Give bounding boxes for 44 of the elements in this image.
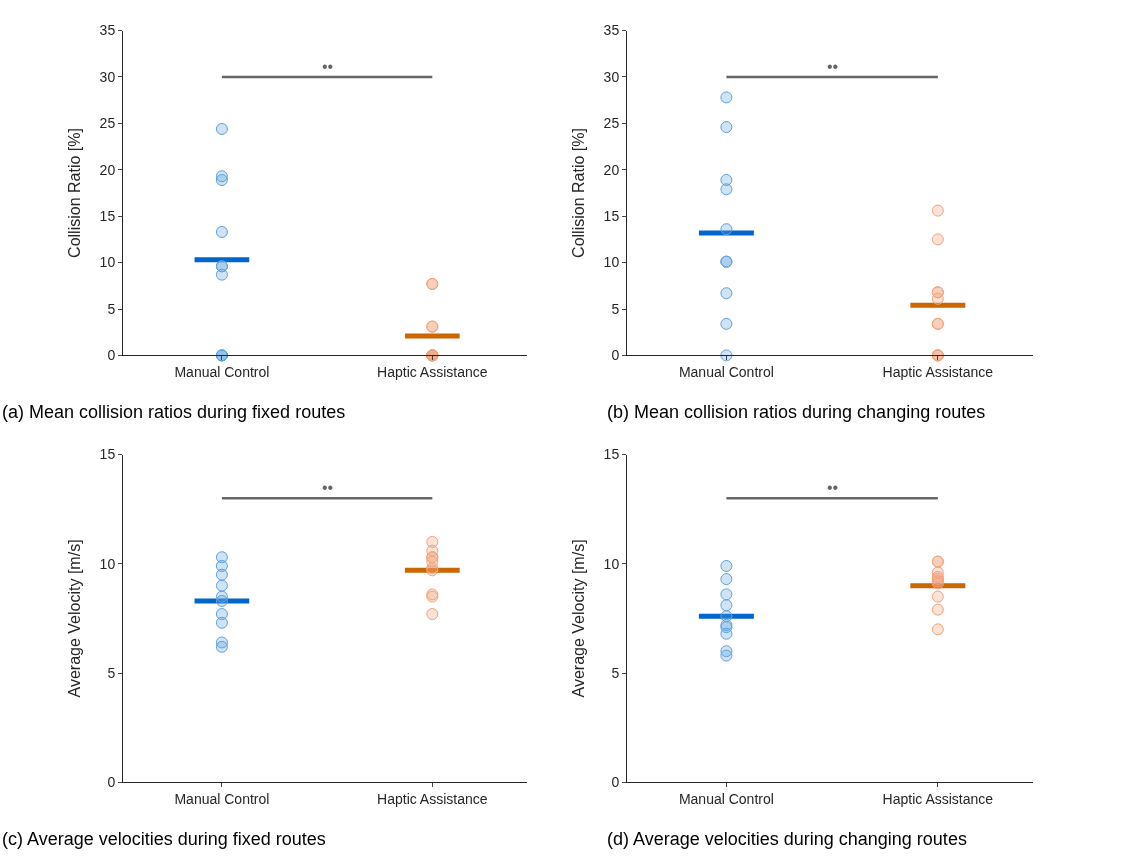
y-tick-label: 15 xyxy=(99,208,116,225)
y-tick-label: 0 xyxy=(107,774,116,791)
ref-line-label: •• xyxy=(322,479,334,496)
y-tick-label: 10 xyxy=(99,254,116,271)
x-tick-label: Haptic Assistance xyxy=(882,791,994,808)
text: (b) Mean collision ratios during changing routes xyxy=(607,402,986,422)
x-tick-label: Manual Control xyxy=(678,791,774,808)
y-tick-label: 20 xyxy=(603,161,620,178)
y-tick-label: 25 xyxy=(99,115,116,132)
x-tick-label: Manual Control xyxy=(174,364,270,381)
x-tick-label: Haptic Assistance xyxy=(882,364,994,381)
ref-line-label: •• xyxy=(827,479,839,496)
y-tick-label: 35 xyxy=(99,22,116,39)
text: (c) Average velocities during fixed routes xyxy=(2,829,326,849)
y-tick-label: 5 xyxy=(611,664,620,681)
y-tick-label: 15 xyxy=(603,446,620,463)
y-axis-title: Average Velocity [m/s] xyxy=(569,539,587,698)
y-tick-label: 10 xyxy=(603,555,620,572)
y-tick-label: 35 xyxy=(603,22,620,39)
y-tick-label: 5 xyxy=(107,300,116,317)
y-tick-label: 20 xyxy=(99,161,116,178)
ref-line-label: •• xyxy=(827,58,839,75)
text: (d) Average velocities during changing routes xyxy=(607,829,967,849)
y-tick-label: 30 xyxy=(603,68,620,85)
y-tick-label: 25 xyxy=(603,115,620,132)
y-tick-label: 5 xyxy=(107,664,116,681)
x-tick-label: Manual Control xyxy=(174,791,270,808)
y-tick-label: 5 xyxy=(611,300,620,317)
y-axis-title: Collision Ratio [%] xyxy=(65,128,83,258)
x-tick-label: Manual Control xyxy=(678,364,774,381)
y-tick-label: 0 xyxy=(611,347,620,364)
y-tick-label: 10 xyxy=(99,555,116,572)
y-tick-label: 10 xyxy=(603,254,620,271)
y-tick-label: 15 xyxy=(99,446,116,463)
y-axis-title: Average Velocity [m/s] xyxy=(65,539,83,698)
y-tick-label: 15 xyxy=(603,208,620,225)
x-tick-label: Haptic Assistance xyxy=(377,791,488,808)
x-tick-label: Haptic Assistance xyxy=(377,364,488,381)
y-axis-title: Collision Ratio [%] xyxy=(569,128,587,258)
text: (a) Mean collision ratios during fixed routes xyxy=(2,402,346,422)
y-tick-label: 30 xyxy=(99,68,116,85)
y-tick-label: 0 xyxy=(611,774,620,791)
y-tick-label: 0 xyxy=(107,347,116,364)
ref-line-label: •• xyxy=(322,58,334,75)
